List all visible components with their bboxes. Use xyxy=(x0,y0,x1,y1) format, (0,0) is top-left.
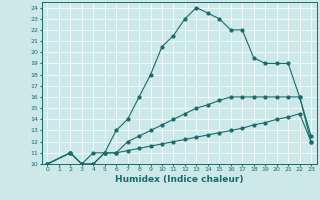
X-axis label: Humidex (Indice chaleur): Humidex (Indice chaleur) xyxy=(115,175,244,184)
